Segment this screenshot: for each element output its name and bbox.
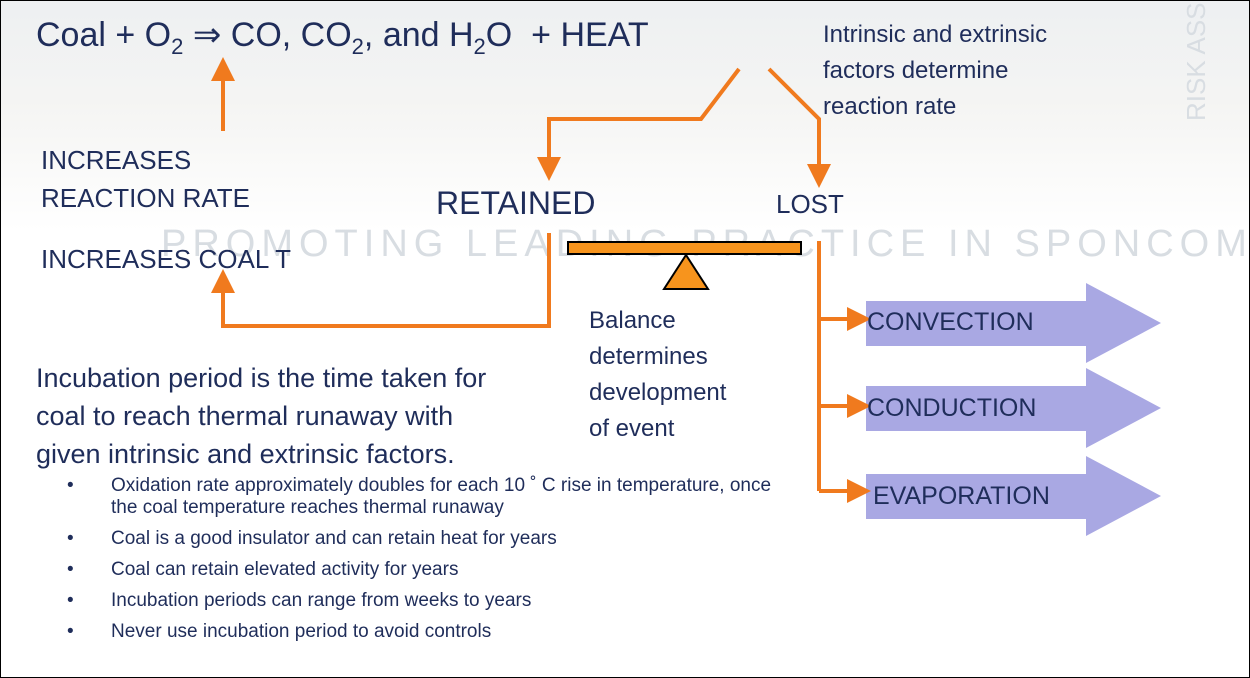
text-line: of event [589,415,675,442]
bullet-item: Coal is a good insulator and can retain … [67,528,787,550]
text-line: INCREASES [41,145,192,175]
text-line: reaction rate [823,93,957,120]
text-line: coal to reach thermal runaway with [36,401,454,431]
equation-part: , and H [363,16,474,54]
text-line: Incubation period is the time taken for [36,363,487,393]
balance-note: Balance determines development of event [589,303,726,447]
connector [537,67,741,181]
background [1,1,1249,231]
balance-beam [567,241,802,255]
arrow-shape [866,368,1161,448]
balance-fulcrum [662,253,710,290]
bullet-item: Never use incubation period to avoid con… [67,621,787,643]
connector [211,233,551,328]
text-line: REACTION RATE [41,183,250,213]
equation-part: Coal + O [36,16,172,54]
connectors [211,57,871,503]
connector [767,67,831,188]
subscript: 2 [171,33,184,59]
loss-label: CONVECTION [867,308,1034,336]
subscript: 2 [351,33,364,59]
lost-label: LOST [776,189,844,219]
text-line: Balance [589,307,676,334]
loss-label: CONDUCTION [867,394,1037,422]
text-line: Intrinsic and extrinsic [823,21,1048,48]
loss-label: EVAPORATION [873,482,1050,510]
bullet-item: Coal can retain elevated activity for ye… [67,559,787,581]
subscript: 2 [473,33,486,59]
increases-temp: INCREASES COAL T [41,244,291,274]
equation-part: CO, CO [230,16,352,54]
text-line: factors determine [823,57,1009,84]
retained-label: RETAINED [436,185,596,221]
factors-note: Intrinsic and extrinsic factors determin… [823,17,1047,125]
text-line: development [589,379,727,406]
arrow-shape [866,283,1161,363]
increases-rate: INCREASES REACTION RATE [41,141,250,217]
text-line: determines [589,343,708,370]
equation-part: ⇒ [183,16,231,54]
incubation-text: Incubation period is the time taken for … [36,359,486,473]
bullet-item: Oxidation rate approximately doubles for… [67,475,787,519]
text-line: given intrinsic and extrinsic factors. [36,439,455,469]
equation: Coal + O2 ⇒ CO, CO2, and H2O + HEAT [36,15,649,60]
arrow-shape [866,456,1161,536]
equation-part: O + HEAT [485,16,649,54]
loss-arrows [866,283,1161,536]
bullet-list: Oxidation rate approximately doubles for… [67,475,787,652]
bullet-item: Incubation periods can range from weeks … [67,590,787,612]
